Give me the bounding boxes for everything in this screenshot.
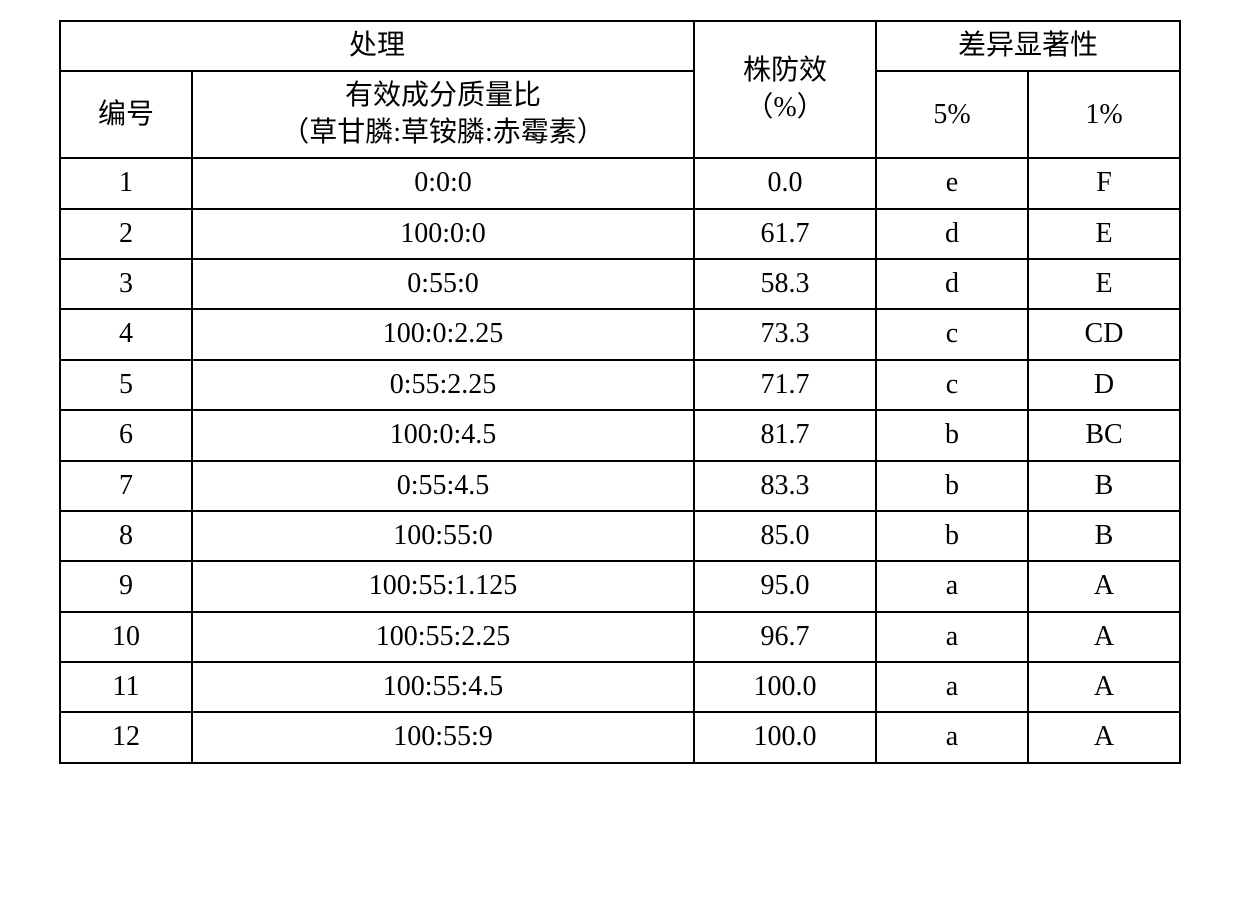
cell-sig-5: e [876, 158, 1028, 208]
cell-sig-5: b [876, 410, 1028, 460]
data-table: 处理 株防效 （%） 差异显著性 编号 有效成分质量比 （草甘膦:草铵膦:赤霉素… [59, 20, 1181, 764]
header-number: 编号 [60, 71, 192, 158]
cell-ratio: 0:55:0 [192, 259, 694, 309]
cell-ratio: 100:55:0 [192, 511, 694, 561]
cell-sig-5: b [876, 461, 1028, 511]
cell-efficacy: 73.3 [694, 309, 876, 359]
cell-sig-1: A [1028, 561, 1180, 611]
table-row: 9100:55:1.12595.0aA [60, 561, 1180, 611]
header-sig-5: 5% [876, 71, 1028, 158]
cell-number: 9 [60, 561, 192, 611]
cell-number: 5 [60, 360, 192, 410]
header-row-1: 处理 株防效 （%） 差异显著性 [60, 21, 1180, 71]
table-row: 70:55:4.583.3bB [60, 461, 1180, 511]
cell-ratio: 0:55:4.5 [192, 461, 694, 511]
cell-efficacy: 61.7 [694, 209, 876, 259]
cell-ratio: 100:0:0 [192, 209, 694, 259]
cell-ratio: 100:55:2.25 [192, 612, 694, 662]
cell-number: 11 [60, 662, 192, 712]
cell-sig-1: CD [1028, 309, 1180, 359]
cell-sig-1: BC [1028, 410, 1180, 460]
table-row: 11100:55:4.5100.0aA [60, 662, 1180, 712]
cell-sig-5: c [876, 309, 1028, 359]
cell-sig-5: a [876, 712, 1028, 762]
cell-efficacy: 71.7 [694, 360, 876, 410]
header-sig-1: 1% [1028, 71, 1180, 158]
cell-number: 8 [60, 511, 192, 561]
cell-sig-1: A [1028, 712, 1180, 762]
cell-efficacy: 100.0 [694, 662, 876, 712]
header-treatment: 处理 [60, 21, 694, 71]
header-efficacy-line2: （%） [745, 92, 824, 123]
header-ratio-line1: 有效成分质量比 [345, 80, 541, 111]
cell-ratio: 100:55:1.125 [192, 561, 694, 611]
header-ratio-line2: （草甘膦:草铵膦:赤霉素） [281, 117, 605, 148]
header-row-2: 编号 有效成分质量比 （草甘膦:草铵膦:赤霉素） 5% 1% [60, 71, 1180, 158]
table-row: 30:55:058.3dE [60, 259, 1180, 309]
cell-sig-5: d [876, 209, 1028, 259]
cell-number: 12 [60, 712, 192, 762]
header-efficacy-line1: 株防效 [743, 55, 827, 86]
cell-sig-1: E [1028, 259, 1180, 309]
cell-efficacy: 58.3 [694, 259, 876, 309]
cell-sig-5: d [876, 259, 1028, 309]
cell-number: 10 [60, 612, 192, 662]
table-row: 6100:0:4.581.7bBC [60, 410, 1180, 460]
header-efficacy: 株防效 （%） [694, 21, 876, 158]
header-significance: 差异显著性 [876, 21, 1180, 71]
cell-ratio: 100:55:4.5 [192, 662, 694, 712]
cell-sig-5: c [876, 360, 1028, 410]
cell-ratio: 0:0:0 [192, 158, 694, 208]
cell-sig-1: F [1028, 158, 1180, 208]
table-header: 处理 株防效 （%） 差异显著性 编号 有效成分质量比 （草甘膦:草铵膦:赤霉素… [60, 21, 1180, 158]
cell-efficacy: 96.7 [694, 612, 876, 662]
cell-sig-1: D [1028, 360, 1180, 410]
table-row: 10:0:00.0eF [60, 158, 1180, 208]
table-row: 2100:0:061.7dE [60, 209, 1180, 259]
cell-efficacy: 100.0 [694, 712, 876, 762]
cell-sig-5: b [876, 511, 1028, 561]
table-row: 4100:0:2.2573.3cCD [60, 309, 1180, 359]
cell-ratio: 0:55:2.25 [192, 360, 694, 410]
cell-ratio: 100:55:9 [192, 712, 694, 762]
cell-sig-5: a [876, 612, 1028, 662]
cell-ratio: 100:0:4.5 [192, 410, 694, 460]
cell-efficacy: 0.0 [694, 158, 876, 208]
table-row: 10100:55:2.2596.7aA [60, 612, 1180, 662]
cell-sig-1: A [1028, 662, 1180, 712]
table-body: 10:0:00.0eF2100:0:061.7dE30:55:058.3dE41… [60, 158, 1180, 763]
cell-efficacy: 85.0 [694, 511, 876, 561]
table-row: 8100:55:085.0bB [60, 511, 1180, 561]
cell-efficacy: 95.0 [694, 561, 876, 611]
header-ratio: 有效成分质量比 （草甘膦:草铵膦:赤霉素） [192, 71, 694, 158]
cell-number: 7 [60, 461, 192, 511]
cell-sig-5: a [876, 662, 1028, 712]
cell-sig-1: B [1028, 511, 1180, 561]
cell-number: 4 [60, 309, 192, 359]
table-row: 50:55:2.2571.7cD [60, 360, 1180, 410]
cell-number: 1 [60, 158, 192, 208]
cell-sig-1: E [1028, 209, 1180, 259]
cell-ratio: 100:0:2.25 [192, 309, 694, 359]
cell-sig-1: B [1028, 461, 1180, 511]
cell-efficacy: 83.3 [694, 461, 876, 511]
cell-efficacy: 81.7 [694, 410, 876, 460]
cell-number: 3 [60, 259, 192, 309]
table-row: 12100:55:9100.0aA [60, 712, 1180, 762]
cell-number: 2 [60, 209, 192, 259]
cell-sig-1: A [1028, 612, 1180, 662]
cell-sig-5: a [876, 561, 1028, 611]
cell-number: 6 [60, 410, 192, 460]
